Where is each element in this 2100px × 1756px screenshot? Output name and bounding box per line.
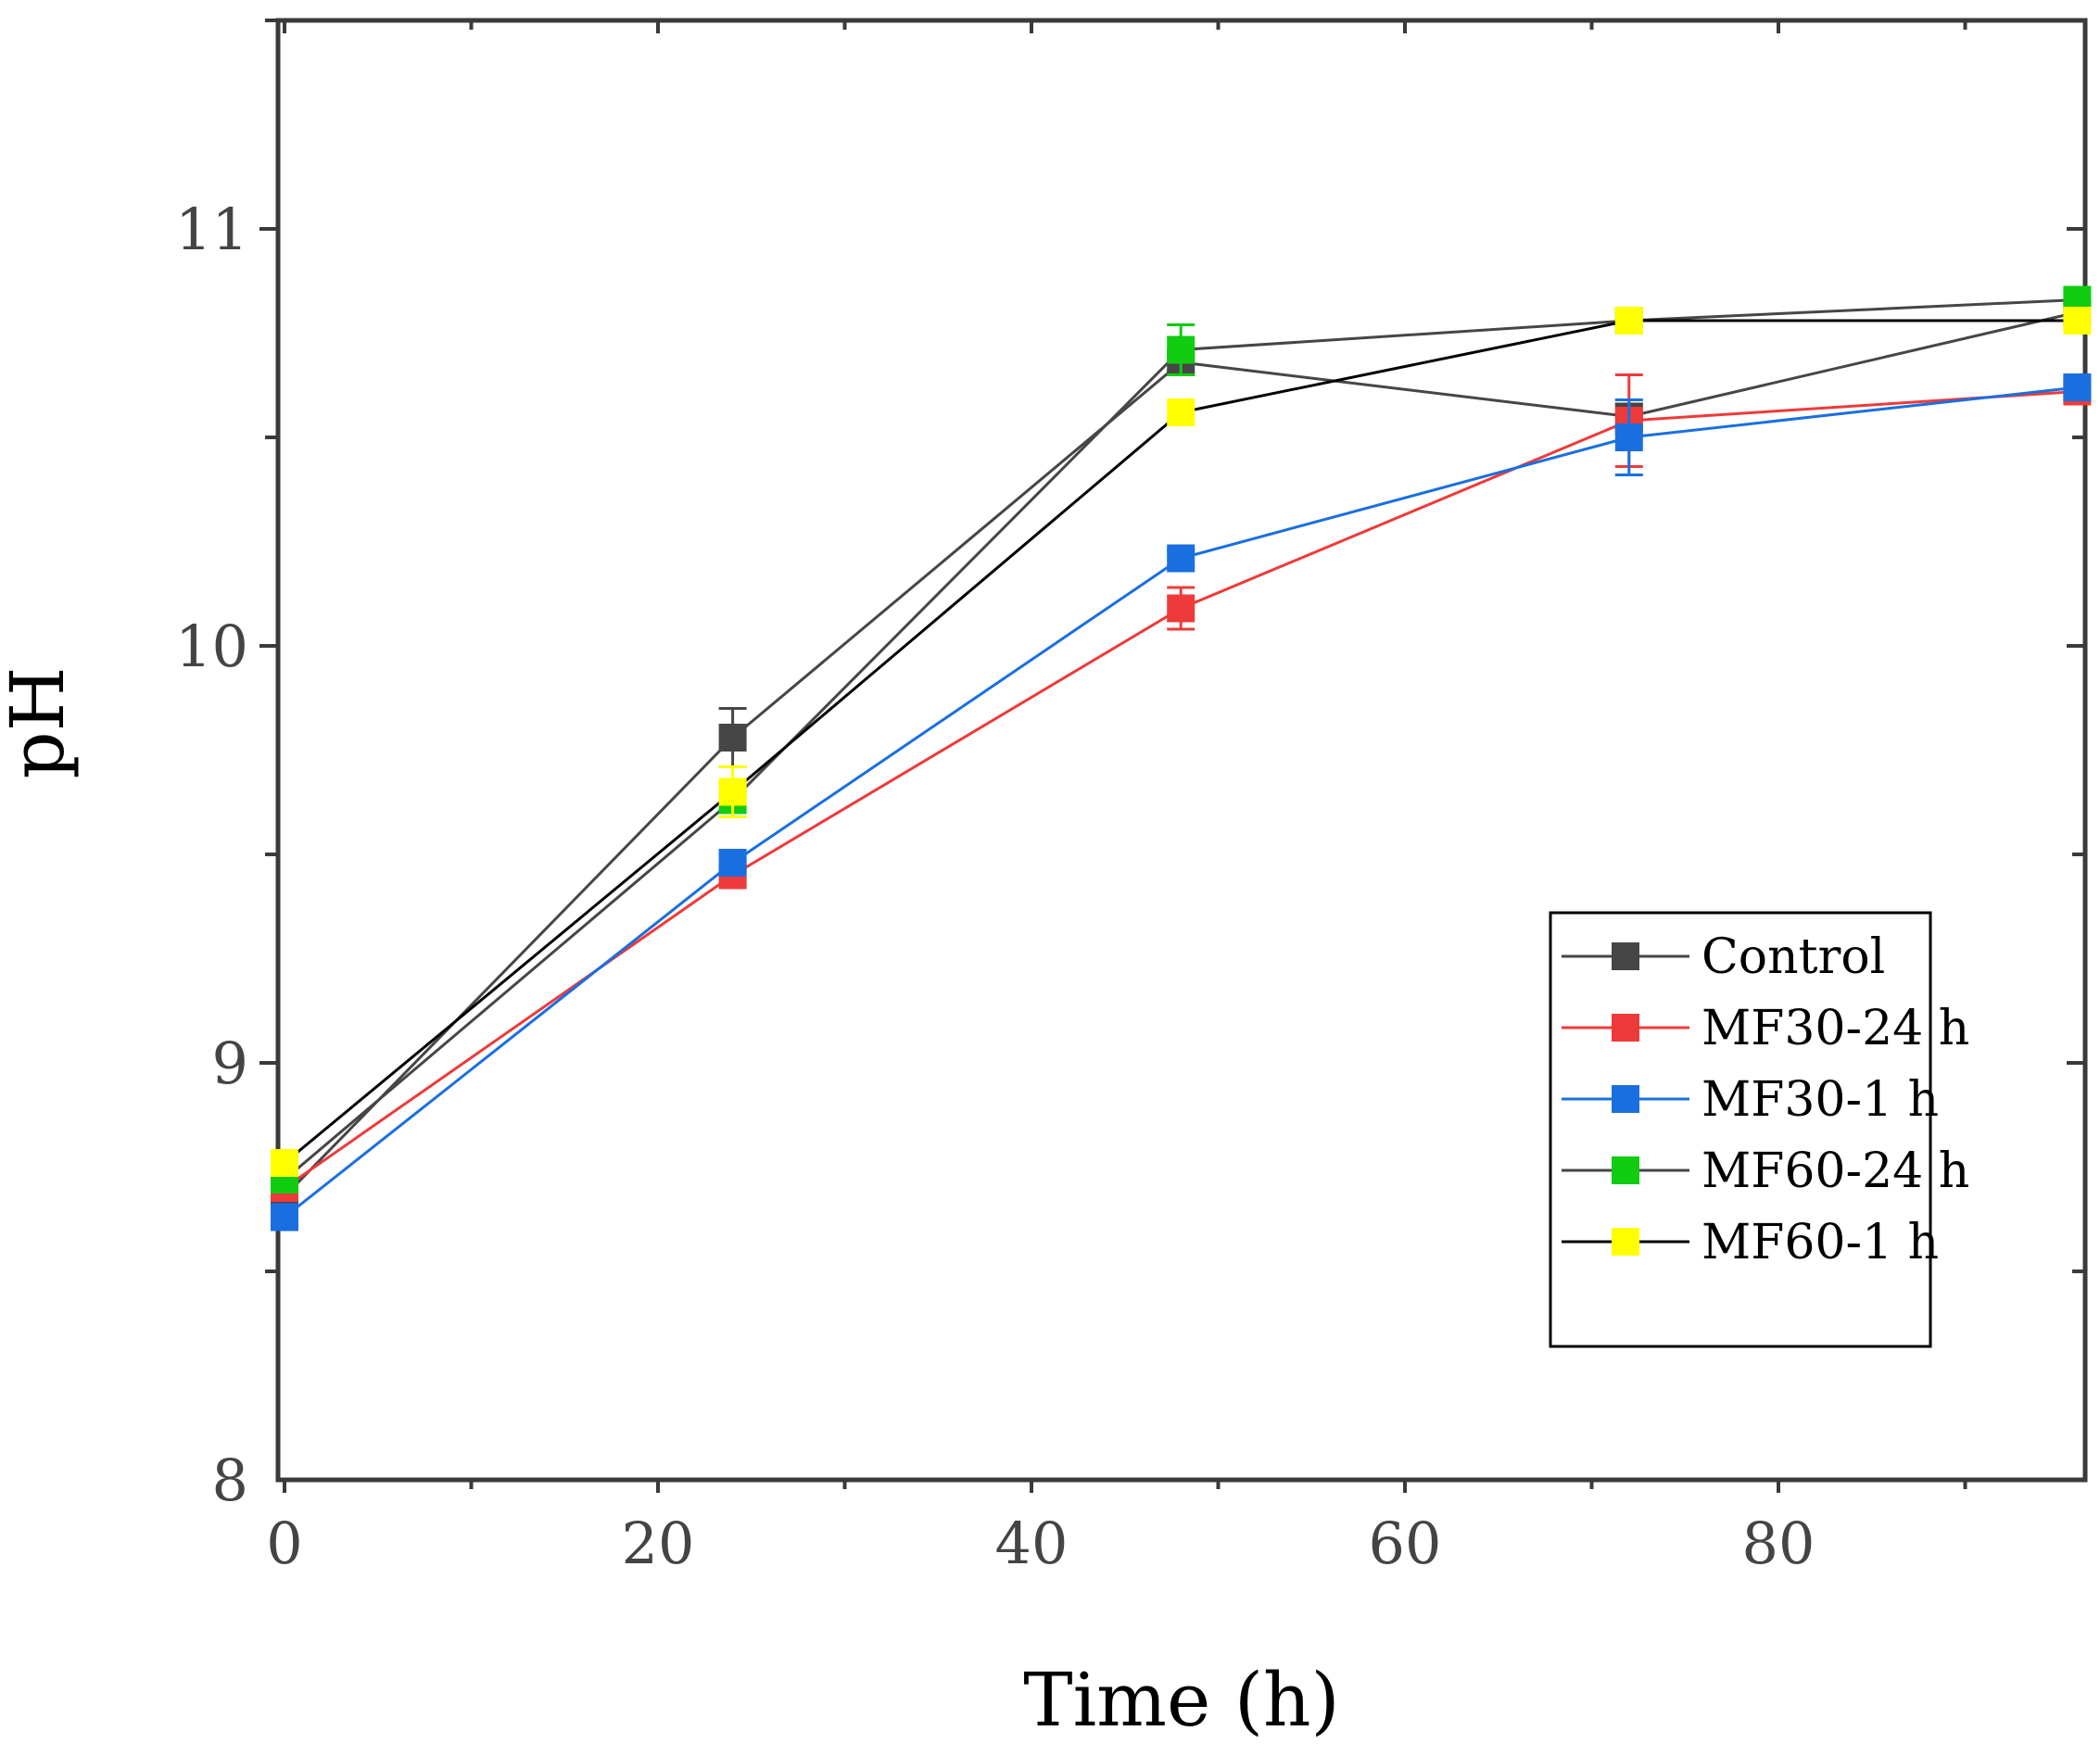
data-point [1614,423,1643,451]
legend-marker [1612,1228,1639,1256]
axis-tick-labels: 0 20 40 60 80 8 9 10 11 [175,196,1815,1577]
data-point [718,849,747,877]
data-point [718,724,747,752]
legend-label: MF30-1 h [1702,1072,1939,1128]
legend-entry: MF60-1 h [1562,1215,1939,1270]
data-point [1167,398,1195,426]
x-tick-label: 60 [1369,1510,1442,1577]
legend-entry: Control [1562,929,1885,985]
legend-marker [1612,942,1639,970]
legend-label: MF30-24 h [1702,1001,1969,1056]
series-mf60-1-h [271,307,2092,1177]
legend-label: Control [1702,929,1885,985]
legend-box [1549,911,1932,1348]
legend-marker [1612,1014,1639,1042]
y-tick-label: 8 [212,1446,248,1514]
legend-entry: MF30-1 h [1562,1072,1939,1128]
x-tick-label: 0 [266,1510,302,1577]
data-point [1167,335,1195,364]
legend-marker [1612,1085,1639,1113]
legend-label: MF60-1 h [1702,1215,1939,1270]
data-point [271,1149,298,1177]
data-point [718,777,747,806]
x-tick-label: 20 [622,1510,695,1577]
x-tick-label: 40 [995,1510,1069,1577]
legend-label: MF60-24 h [1702,1143,1969,1199]
data-point [2063,307,2092,335]
y-axis-title: pH [0,667,81,779]
legend-entry: MF60-24 h [1562,1143,1969,1199]
data-point [2063,373,2092,401]
legend-marker [1612,1156,1639,1184]
legend-entry: MF30-24 h [1562,1001,1969,1056]
data-point [1167,544,1195,573]
series-mf30-1-h [271,373,2092,1232]
x-tick-label: 80 [1742,1510,1815,1577]
y-tick-label: 11 [175,196,248,263]
axis-ticks [259,19,2085,1493]
y-tick-label: 9 [212,1030,248,1097]
data-point [271,1203,298,1232]
data-point [1614,307,1643,335]
data-point [1167,594,1195,623]
legend: Control MF30-24 h MF30-1 h MF60-24 h MF60-1 … [1549,911,1969,1348]
series-layer [271,285,2092,1232]
x-axis-title: Time (h) [1023,1657,1340,1743]
plot-frame [275,18,2088,1483]
y-tick-label: 10 [175,613,248,680]
